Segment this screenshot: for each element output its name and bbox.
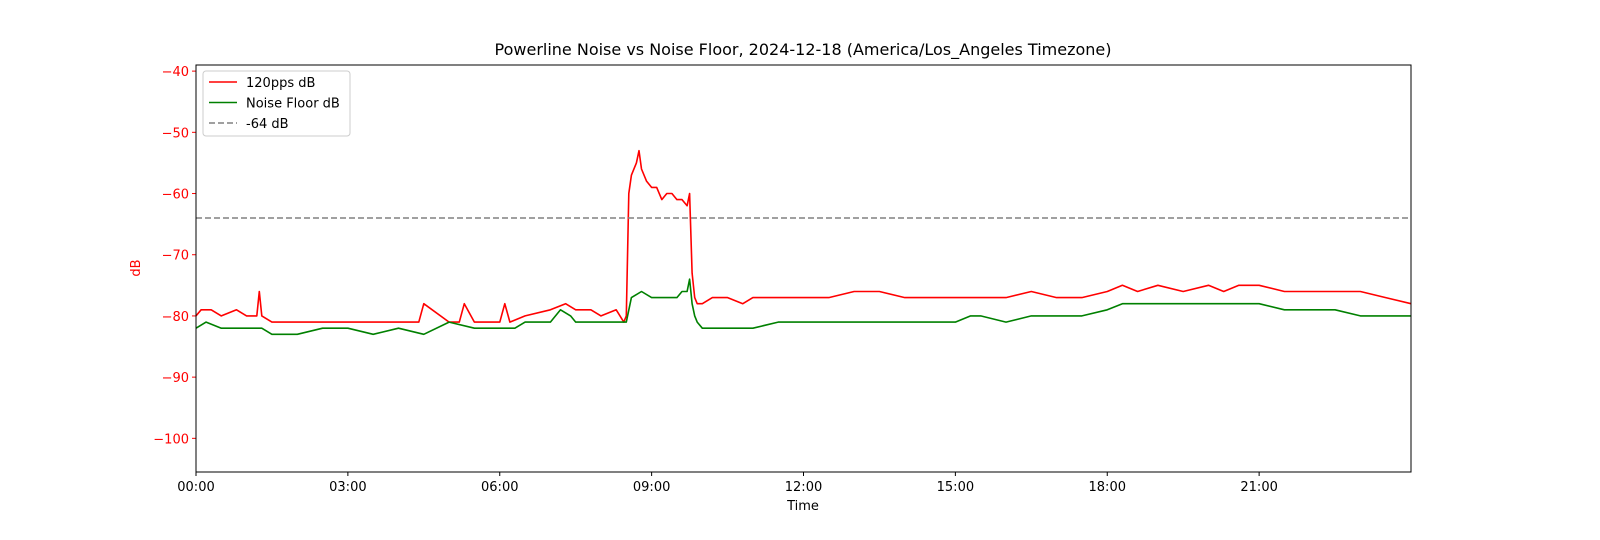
plot-frame (195, 64, 1412, 473)
series-line-0 (195, 149, 1412, 323)
legend: 120pps dB Noise Floor dB -64 dB (202, 70, 351, 137)
y-axis-label: dB (129, 259, 144, 276)
x-tick-label: 15:00 (937, 480, 974, 495)
x-axis-ticks: 00:00 03:00 06:00 09:00 12:00 15:00 18:00 21:00 (177, 472, 1278, 495)
x-tick-label: 18:00 (1089, 480, 1126, 495)
x-tick-label: 06:00 (481, 480, 518, 495)
legend-label-0: 120pps dB (246, 76, 315, 91)
y-tick-label: −40 (162, 65, 189, 80)
x-tick-label: 09:00 (633, 480, 670, 495)
x-tick-label: 03:00 (329, 480, 366, 495)
y-tick-label: −50 (162, 126, 189, 141)
x-tick-label: 12:00 (785, 480, 822, 495)
legend-label-2: -64 dB (246, 117, 289, 132)
y-tick-label: −80 (162, 310, 189, 325)
series-line-1 (195, 278, 1411, 336)
y-tick-label: −90 (162, 371, 189, 386)
legend-label-1: Noise Floor dB (246, 97, 340, 112)
y-axis-ticks: −40 −50 −60 −70 −80 −90 −100 (153, 65, 196, 447)
chart-title: Powerline Noise vs Noise Floor, 2024-12-… (495, 40, 1112, 60)
legend-box (202, 70, 351, 137)
y-tick-label: −70 (162, 249, 189, 264)
x-tick-label: 21:00 (1240, 480, 1277, 495)
series-layer (195, 149, 1412, 336)
x-tick-label: 00:00 (177, 480, 214, 495)
y-tick-label: −100 (153, 432, 189, 447)
y-tick-label: −60 (162, 188, 189, 203)
x-axis-label: Time (786, 499, 819, 514)
